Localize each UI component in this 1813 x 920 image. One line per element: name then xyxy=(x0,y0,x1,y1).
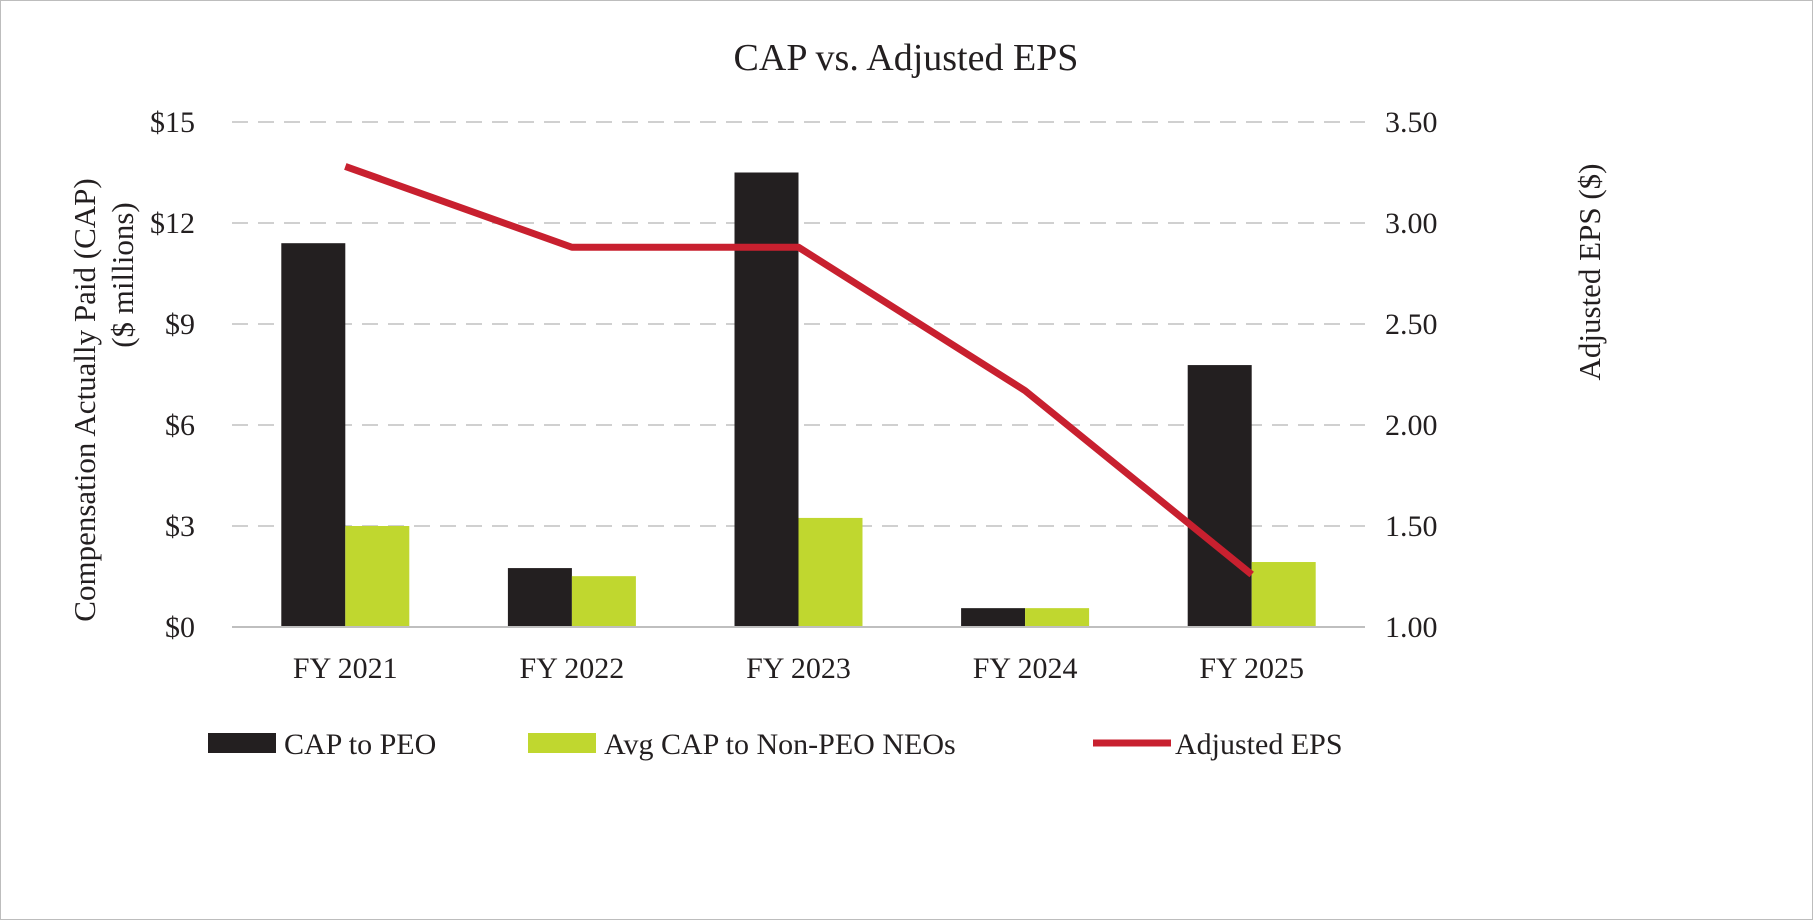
y-left-tick-label: $0 xyxy=(165,611,195,644)
x-tick-label: FY 2022 xyxy=(520,652,625,685)
x-tick-label: FY 2023 xyxy=(746,652,851,685)
legend-label: CAP to PEO xyxy=(284,728,436,761)
y-right-tick-label: 2.00 xyxy=(1385,409,1438,442)
y-left-tick-label: $12 xyxy=(150,207,195,240)
x-tick-label: FY 2024 xyxy=(973,652,1078,685)
y-right-label: Adjusted EPS ($) xyxy=(1572,164,1607,381)
bar-cap-neo xyxy=(798,517,863,627)
bar-cap-peo xyxy=(1187,365,1252,627)
y-left-tick-label: $9 xyxy=(165,308,195,341)
y-left-tick-label: $15 xyxy=(150,106,195,139)
y-right-tick-label: 1.00 xyxy=(1385,611,1438,644)
legend: CAP to PEO Avg CAP to Non-PEO NEOs Adjuste… xyxy=(208,728,1343,761)
y-left-tick-label: $6 xyxy=(165,409,195,442)
bar-cap-peo xyxy=(281,243,346,627)
y-left-label-line1: Compensation Actually Paid (CAP) xyxy=(67,178,102,621)
legend-swatch xyxy=(208,733,276,753)
bar-cap-neo xyxy=(571,576,636,627)
y-right-tick-label: 3.50 xyxy=(1385,106,1438,139)
y-right-tick-label: 3.00 xyxy=(1385,207,1438,240)
x-tick-label: FY 2025 xyxy=(1199,652,1304,685)
y-left-tick-label: $3 xyxy=(165,510,195,543)
bar-cap-neo xyxy=(1025,608,1090,627)
bar-cap-peo xyxy=(961,608,1026,627)
chart-title: CAP vs. Adjusted EPS xyxy=(734,37,1079,79)
bar-cap-peo xyxy=(507,568,572,627)
y-right-tick-label: 1.50 xyxy=(1385,510,1438,543)
y-left-label-line2: ($ millions) xyxy=(105,202,140,348)
legend-swatch xyxy=(528,733,596,753)
legend-label: Adjusted EPS xyxy=(1175,728,1343,761)
bar-cap-peo xyxy=(734,172,799,627)
y-right-tick-label: 2.50 xyxy=(1385,308,1438,341)
legend-label: Avg CAP to Non-PEO NEOs xyxy=(604,728,956,761)
bar-cap-neo xyxy=(1251,562,1316,627)
bar-cap-neo xyxy=(345,526,410,627)
x-tick-label: FY 2021 xyxy=(293,652,398,685)
